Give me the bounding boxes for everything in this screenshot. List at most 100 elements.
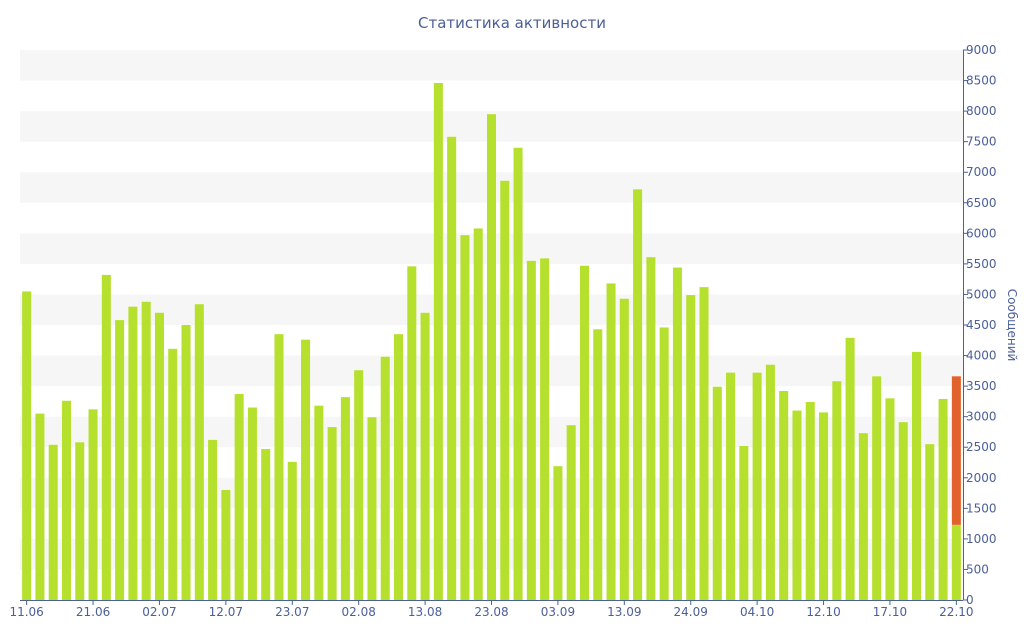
y-tick-label: 2500	[966, 440, 997, 454]
x-tick-label: 23.07	[275, 605, 309, 619]
bar[interactable]	[898, 422, 908, 600]
x-tick-label: 17.10	[873, 605, 907, 619]
bar[interactable]	[513, 147, 523, 600]
bar[interactable]	[526, 260, 536, 600]
y-tick-label: 1000	[966, 532, 997, 546]
bar[interactable]	[354, 370, 364, 600]
grid-band	[20, 50, 963, 81]
bar[interactable]	[407, 266, 417, 600]
bar[interactable]	[686, 295, 696, 600]
bar[interactable]	[819, 412, 829, 600]
x-tick-label: 02.07	[142, 605, 176, 619]
bar[interactable]	[712, 386, 722, 600]
bar[interactable]	[752, 372, 762, 600]
bar[interactable]	[486, 114, 497, 601]
bar[interactable]	[500, 180, 510, 600]
bar[interactable]	[420, 312, 430, 600]
bar[interactable]	[911, 351, 922, 600]
x-tick-label: 12.07	[209, 605, 243, 619]
bar[interactable]	[274, 334, 284, 600]
bar[interactable]	[845, 337, 855, 600]
bar[interactable]	[88, 409, 98, 600]
bar[interactable]	[75, 442, 85, 600]
bar[interactable]	[340, 397, 350, 600]
bar[interactable]	[606, 283, 616, 600]
bar[interactable]	[593, 329, 603, 600]
bar[interactable]	[779, 391, 789, 600]
bar[interactable]	[433, 83, 443, 600]
x-tick-label: 22.10	[939, 605, 973, 619]
bar[interactable]	[314, 405, 324, 600]
bar[interactable]	[885, 398, 895, 600]
bar[interactable]	[22, 291, 32, 600]
bar[interactable]	[367, 417, 377, 600]
bar[interactable]	[473, 228, 483, 600]
bar[interactable]	[380, 356, 390, 600]
bar[interactable]	[659, 327, 669, 600]
bar[interactable]	[115, 320, 125, 600]
bar[interactable]	[579, 265, 589, 600]
y-tick-label: 1500	[966, 501, 997, 515]
y-tick-label: 3000	[966, 410, 997, 424]
bar[interactable]	[194, 304, 204, 600]
bar[interactable]	[619, 298, 629, 600]
y-tick-label: 6500	[966, 196, 997, 210]
bar[interactable]	[792, 410, 802, 600]
x-tick-label: 02.08	[342, 605, 376, 619]
bar[interactable]	[726, 372, 736, 600]
bar[interactable]	[672, 267, 682, 600]
bar[interactable]	[739, 446, 749, 600]
bar[interactable]	[951, 524, 961, 600]
bar[interactable]	[48, 444, 58, 600]
bar[interactable]	[858, 433, 868, 600]
bar[interactable]	[872, 376, 882, 600]
bar[interactable]	[832, 381, 842, 600]
bar[interactable]	[181, 325, 191, 600]
bar-current-period[interactable]	[951, 376, 961, 525]
y-tick-label: 500	[966, 562, 989, 576]
y-tick-label: 8500	[966, 74, 997, 88]
x-tick-label: 13.09	[607, 605, 641, 619]
y-tick-label: 5000	[966, 287, 997, 301]
bar[interactable]	[327, 427, 337, 600]
bar[interactable]	[394, 334, 404, 600]
bar[interactable]	[261, 449, 271, 600]
bar[interactable]	[168, 348, 178, 600]
bar[interactable]	[247, 407, 257, 601]
bar[interactable]	[221, 490, 231, 600]
bar[interactable]	[447, 136, 457, 600]
y-tick-label: 8000	[966, 104, 997, 118]
x-tick-label: 03.09	[541, 605, 575, 619]
bar[interactable]	[234, 394, 244, 600]
bar[interactable]	[128, 306, 138, 600]
bar[interactable]	[553, 466, 563, 600]
bar[interactable]	[141, 301, 151, 600]
x-tick-label: 12.10	[806, 605, 840, 619]
bar[interactable]	[301, 339, 311, 600]
y-tick-label: 3500	[966, 379, 997, 393]
bar[interactable]	[765, 364, 775, 600]
bar[interactable]	[938, 398, 948, 600]
y-tick-label: 7500	[966, 135, 997, 149]
bar[interactable]	[633, 189, 643, 601]
bar[interactable]	[646, 257, 656, 600]
bar[interactable]	[460, 235, 470, 600]
bar[interactable]	[154, 312, 164, 600]
bar[interactable]	[805, 402, 815, 600]
bar[interactable]	[925, 444, 935, 600]
bar[interactable]	[35, 413, 45, 600]
y-tick-label: 7000	[966, 165, 997, 179]
bar[interactable]	[699, 287, 709, 600]
y-axis-title: Сообщений	[1005, 289, 1019, 362]
bar[interactable]	[208, 439, 218, 600]
bar[interactable]	[101, 274, 111, 600]
x-tick-label: 13.08	[408, 605, 442, 619]
bar[interactable]	[287, 461, 297, 600]
bar[interactable]	[566, 425, 576, 600]
y-tick-label: 6000	[966, 226, 997, 240]
chart-title: Статистика активности	[418, 14, 606, 32]
bar[interactable]	[61, 400, 72, 600]
y-tick-label: 4000	[966, 349, 997, 363]
bar[interactable]	[540, 258, 550, 600]
